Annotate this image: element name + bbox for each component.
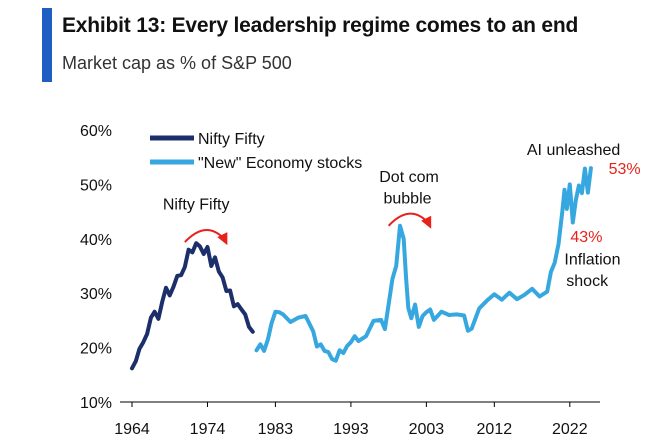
annotation-label: Dot com [379, 169, 439, 186]
x-tick-label: 2012 [477, 421, 513, 438]
annotation-label: AI unleashed [527, 142, 620, 159]
y-tick-label: 60% [80, 123, 112, 140]
x-tick-label: 2003 [409, 421, 445, 438]
y-tick-label: 10% [80, 395, 112, 412]
nifty-fifty-arrow [184, 229, 225, 243]
x-tick-label: 2022 [552, 421, 588, 438]
legend-label: Nifty Fifty [198, 131, 265, 148]
annotation-label: bubble [383, 190, 431, 207]
page-title: Exhibit 13: Every leadership regime come… [62, 14, 579, 37]
annotation-label: 53% [609, 161, 641, 178]
legend-label: "New" Economy stocks [198, 155, 362, 172]
nifty-fifty-arrow-head [217, 232, 228, 246]
annotation-label: Inflation [564, 251, 620, 268]
page-subtitle: Market cap as % of S&P 500 [62, 53, 292, 73]
y-tick-label: 30% [80, 286, 112, 303]
annotation-label: Nifty Fifty [163, 196, 230, 213]
dotcom-arrow-head [421, 215, 432, 229]
series-line-new-economy [254, 166, 593, 363]
x-tick-label: 1993 [333, 421, 369, 438]
y-tick-label: 50% [80, 177, 112, 194]
x-tick-label: 1983 [258, 421, 294, 438]
x-tick-label: 1964 [114, 421, 150, 438]
annotation-label: 43% [570, 229, 602, 246]
y-tick-label: 40% [80, 232, 112, 249]
series-line-nifty-fifty [130, 241, 255, 371]
x-tick-label: 1974 [190, 421, 226, 438]
annotation-label: shock [566, 273, 609, 290]
title-accent-bar [42, 8, 52, 82]
y-tick-label: 20% [80, 341, 112, 358]
dotcom-arrow [387, 212, 428, 227]
